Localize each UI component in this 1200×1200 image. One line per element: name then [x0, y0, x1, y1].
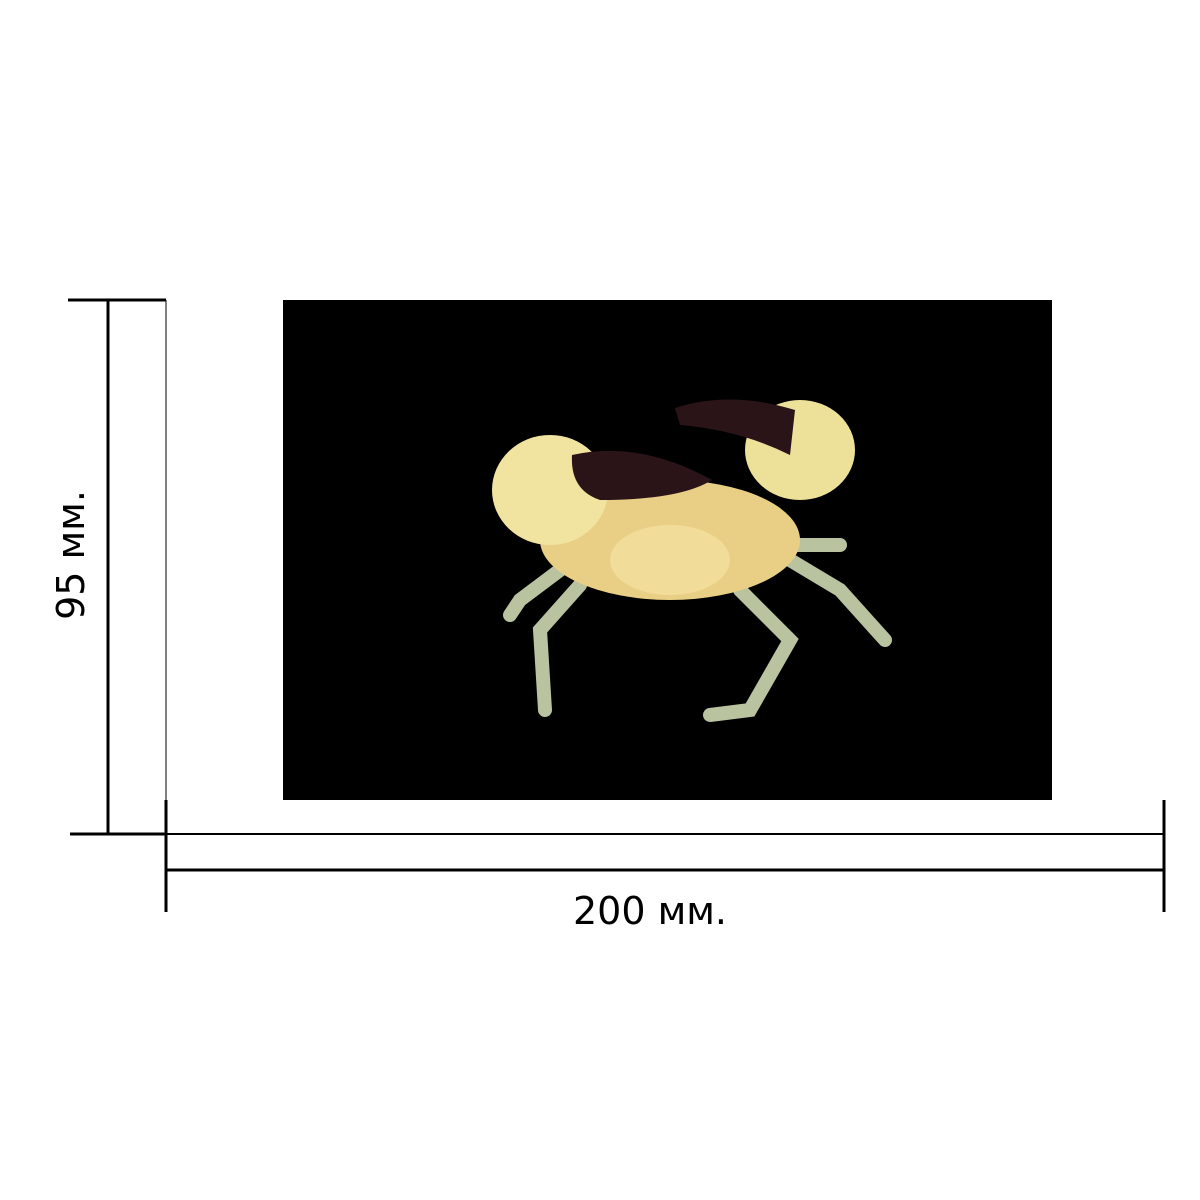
width-label: 200 мм.	[573, 889, 727, 933]
vertical-dimension	[68, 298, 167, 836]
crab-image	[492, 399, 892, 722]
horizontal-dimension	[164, 800, 1166, 912]
height-label: 95 мм.	[49, 490, 93, 620]
